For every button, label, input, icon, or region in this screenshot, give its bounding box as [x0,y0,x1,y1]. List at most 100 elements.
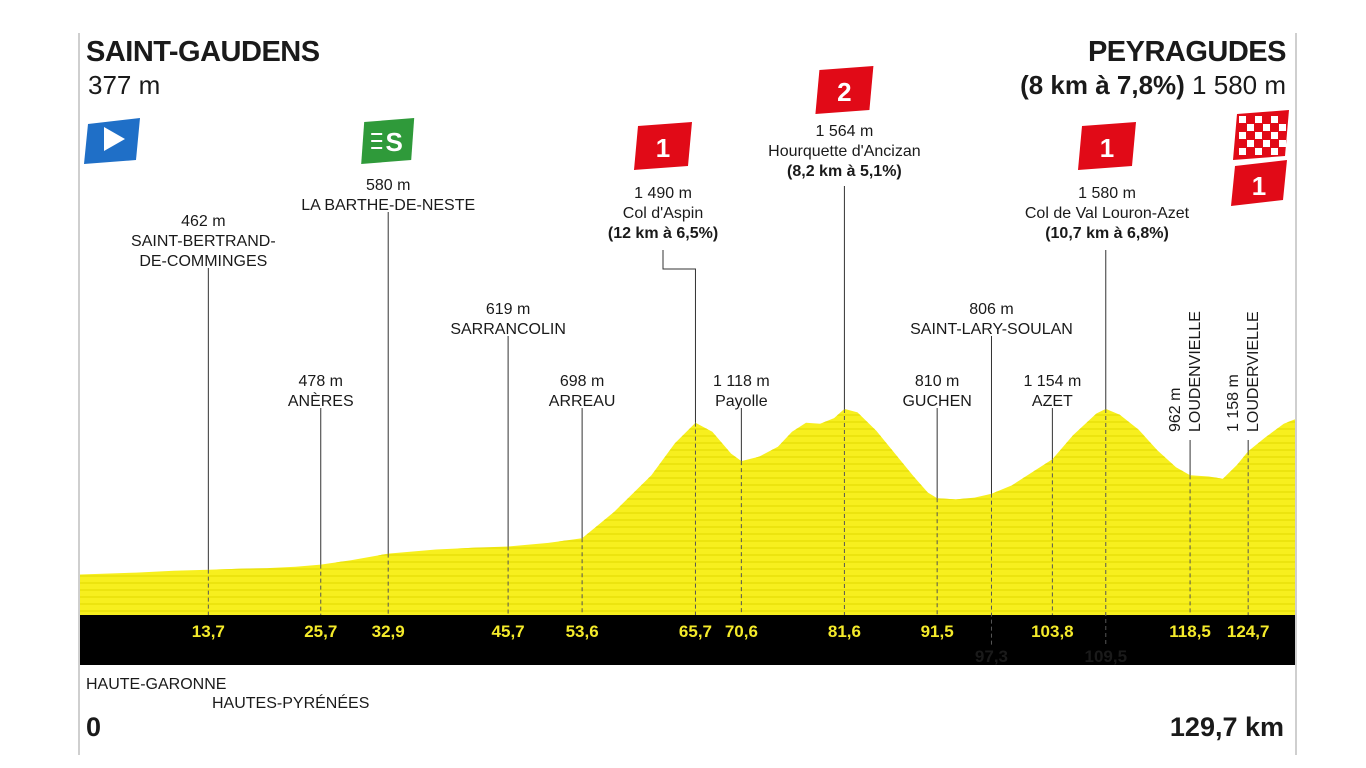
km-band [80,615,1295,665]
km-marker: 53,6 [566,622,599,641]
waypoint-azet: 1 154 m AZET 103,8 [1023,373,1081,641]
sprint-badge-shape [361,118,415,164]
waypoint-climb: (10,7 km à 6,8%) [1045,225,1169,242]
region-haute-garonne: HAUTE-GARONNE [86,676,227,693]
km-marker: 32,9 [372,622,405,641]
category-number: 1 [656,133,670,163]
waypoint-la-barthe-de-neste: 580 m LA BARTHE-DE-NESTE S 32,9 [301,118,475,641]
waypoint-altitude: 1 154 m [1023,373,1081,390]
category-number: 1 [1252,171,1266,201]
waypoint-name: SARRANCOLIN [450,321,566,338]
finish-flag-check [1239,132,1246,139]
start-altitude: 377 m [88,70,161,100]
finish-flag-check [1271,148,1278,155]
left-frame-line [78,33,80,755]
km-marker: 70,6 [725,622,758,641]
waypoint-altitude: 698 m [560,373,604,390]
waypoint-name: LOUDERVIELLE [1245,311,1262,432]
category-1-badge: 1 [634,122,692,170]
waypoint-name: Hourquette d'Ancizan [768,143,920,160]
waypoint-altitude: 580 m [366,177,410,194]
waypoint-altitude: 806 m [969,301,1013,318]
finish-altitude-line: (8 km à 7,8%) 1 580 m [1020,70,1286,101]
waypoint-name: AZET [1032,393,1073,410]
km-marker: 45,7 [492,622,525,641]
waypoint-altitude: 1 490 m [634,185,692,202]
waypoint-name: Col d'Aspin [623,205,703,222]
finish-flag-check [1255,148,1262,155]
finish-flag-check [1279,124,1286,131]
waypoint-name: SAINT-LARY-SOULAN [910,321,1073,338]
finish-flag-check [1263,124,1270,131]
finish-flag-icon [1233,110,1289,160]
category-number: 1 [1100,133,1114,163]
km-marker: 97,3 [975,647,1008,666]
waypoint-name: Col de Val Louron-Azet [1025,205,1190,222]
waypoint-loudervielle: 1 158 m LOUDERVIELLE 124,7 [1225,311,1269,641]
finish-flag-check [1255,132,1262,139]
start-flag-arrow [104,127,125,151]
waypoint-name: GUCHEN [902,393,971,410]
right-frame-line [1295,33,1297,755]
waypoint-name: ANÈRES [288,391,354,410]
distance-start: 0 [86,712,102,742]
waypoint-name-line2: DE-COMMINGES [139,253,267,270]
km-marker: 124,7 [1227,622,1270,641]
finish-flag-check [1247,124,1254,131]
waypoint-col-de-val-louron-azet: 1 580 m Col de Val Louron-Azet (10,7 km à … [1025,122,1190,666]
waypoint-loudenvielle: 962 m LOUDENVIELLE 118,5 [1167,311,1211,641]
region-hautes-pyrenees: HAUTES-PYRÉNÉES [212,695,370,712]
km-marker: 25,7 [304,622,337,641]
start-town: SAINT-GAUDENS [86,36,320,68]
finish-flag-check [1271,132,1278,139]
sprint-letter: S [386,127,403,157]
waypoint-altitude: 1 118 m [713,373,770,390]
waypoint-payolle: 1 118 m Payolle 70,6 [713,373,770,641]
waypoint-altitude: 962 m [1167,388,1184,432]
waypoint-altitude: 478 m [299,373,343,390]
waypoint-altitude: 1 564 m [816,123,874,140]
km-marker: 103,8 [1031,622,1074,641]
category-badge-shape [1078,122,1136,170]
category-1-badge: 1 [1078,122,1136,170]
waypoint-name: LOUDENVIELLE [1187,311,1204,432]
km-marker: 13,7 [192,622,225,641]
sprint-badge: S [361,118,415,164]
waypoint-climb: (12 km à 6,5%) [608,225,718,242]
waypoint-stem [662,250,696,423]
waypoint-sarrancolin: 619 m SARRANCOLIN 45,7 [450,301,566,641]
km-marker: 65,7 [679,622,712,641]
category-badge-shape [815,66,874,114]
category-badge-shape [634,122,692,170]
waypoint-name: LA BARTHE-DE-NESTE [301,197,475,214]
waypoint-saint-bertrand: 462 m SAINT-BERTRAND- DE-COMMINGES 13,7 [131,213,276,641]
km-marker: 118,5 [1169,622,1211,641]
waypoint-climb: (8,2 km à 5,1%) [787,163,902,180]
finish-town: PEYRAGUDES [1087,36,1287,68]
finish-flag-check [1255,116,1262,123]
waypoint-guchen: 810 m GUCHEN 91,5 [902,373,971,641]
finish-flag-check [1239,148,1246,155]
distance-end: 129,7 km [1169,712,1284,742]
waypoint-arreau: 698 m ARREAU 53,6 [549,373,616,641]
waypoint-altitude: 1 158 m [1225,374,1242,432]
finish-flag-check [1263,140,1270,147]
finish-flag-check [1279,140,1286,147]
start-flag-icon [84,118,140,164]
finish-category-badge: 1 [1231,160,1287,206]
category-number: 2 [837,77,851,107]
waypoint-altitude: 810 m [915,373,959,390]
finish-climb: (8 km à 7,8%) [1020,70,1185,100]
waypoint-name: ARREAU [549,393,616,410]
waypoint-altitude: 619 m [486,301,530,318]
category-2-badge: 2 [815,66,874,114]
waypoint-altitude: 1 580 m [1078,185,1136,202]
km-marker: 109,5 [1084,647,1127,666]
waypoint-saint-lary-soulan: 806 m SAINT-LARY-SOULAN 97,3 [910,301,1073,666]
finish-flag-check [1247,140,1254,147]
finish-flag-check [1271,116,1278,123]
km-marker: 81,6 [828,622,861,641]
waypoint-col-d-aspin: 1 490 m Col d'Aspin (12 km à 6,5%) 1 65,7 [608,122,718,641]
